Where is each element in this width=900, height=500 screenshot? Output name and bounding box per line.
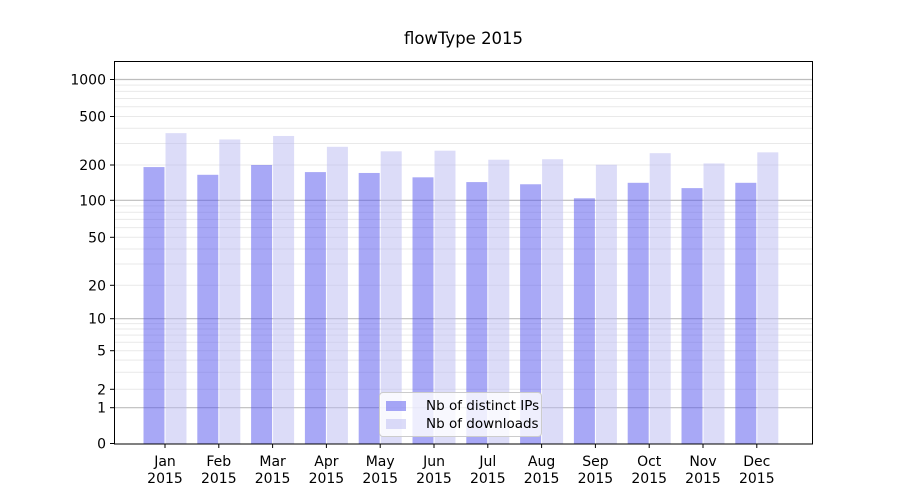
x-tick-label-year: 2015 — [631, 471, 667, 487]
y-tick-label: 500 — [79, 110, 106, 126]
bar-downloads-jan — [166, 133, 187, 443]
x-tick-label-month: Jul — [478, 454, 496, 470]
legend-label-distinct-ips: Nb of distinct IPs — [426, 398, 539, 414]
legend-row-distinct-ips: Nb of distinct IPs — [386, 398, 535, 413]
x-tick-label-year: 2015 — [685, 471, 721, 487]
x-tick-label-year: 2015 — [578, 471, 614, 487]
x-tick-label-year: 2015 — [470, 471, 506, 487]
y-tick-label: 20 — [88, 278, 106, 294]
y-tick-label: 10 — [88, 312, 106, 328]
bar-distinct-ips-dec — [735, 183, 756, 444]
bar-downloads-nov — [704, 163, 725, 443]
x-tick-label-year: 2015 — [739, 471, 775, 487]
x-tick-label-year: 2015 — [147, 471, 183, 487]
y-tick-label: 200 — [79, 158, 106, 174]
bar-distinct-ips-sep — [574, 198, 595, 443]
y-tick-label: 0 — [97, 437, 106, 453]
x-tick-label-year: 2015 — [524, 471, 560, 487]
x-tick-label-month: Jan — [153, 454, 176, 470]
bar-downloads-dec — [757, 152, 778, 443]
bar-downloads-aug — [542, 159, 563, 443]
chart-title: flowType 2015 — [114, 29, 813, 48]
y-tick-label: 2 — [97, 382, 106, 398]
bar-distinct-ips-feb — [197, 175, 218, 444]
x-tick-label-year: 2015 — [416, 471, 452, 487]
bar-downloads-sep — [596, 165, 617, 444]
bar-downloads-mar — [273, 136, 294, 444]
x-tick-label-month: Oct — [637, 454, 662, 470]
x-tick-label-year: 2015 — [362, 471, 398, 487]
x-tick-label-month: Dec — [743, 454, 770, 470]
legend-swatch-distinct-ips — [386, 401, 406, 411]
x-tick-label-month: Apr — [314, 454, 338, 470]
x-tick-label-month: Aug — [528, 454, 555, 470]
legend-swatch-downloads — [386, 419, 406, 429]
y-tick-label: 5 — [97, 344, 106, 360]
bar-downloads-feb — [219, 139, 240, 443]
bar-distinct-ips-mar — [251, 165, 272, 444]
bar-downloads-oct — [650, 153, 671, 443]
legend-label-downloads: Nb of downloads — [426, 416, 539, 432]
x-tick-label-month: May — [366, 454, 395, 470]
y-tick-label: 1 — [97, 401, 106, 417]
bar-distinct-ips-nov — [682, 188, 703, 443]
bar-distinct-ips-apr — [305, 172, 326, 443]
bar-distinct-ips-may — [359, 173, 380, 444]
bar-downloads-apr — [327, 147, 348, 444]
bar-distinct-ips-oct — [628, 183, 649, 444]
y-tick-label: 100 — [79, 193, 106, 209]
x-tick-label-year: 2015 — [255, 471, 291, 487]
legend-box: Nb of distinct IPs Nb of downloads — [379, 392, 542, 437]
bar-distinct-ips-jan — [144, 167, 165, 443]
x-tick-label-year: 2015 — [309, 471, 345, 487]
y-tick-label: 1000 — [70, 73, 106, 89]
x-tick-label-year: 2015 — [201, 471, 237, 487]
x-tick-label-month: Jun — [422, 454, 445, 470]
x-tick-label-month: Mar — [259, 454, 286, 470]
chart-window: 01251020501002005001000Jan2015Feb2015Mar… — [0, 0, 900, 500]
legend-row-downloads: Nb of downloads — [386, 416, 535, 431]
x-tick-label-month: Feb — [206, 454, 231, 470]
x-tick-label-month: Nov — [689, 454, 716, 470]
y-tick-label: 50 — [88, 230, 106, 246]
x-tick-label-month: Sep — [582, 454, 609, 470]
